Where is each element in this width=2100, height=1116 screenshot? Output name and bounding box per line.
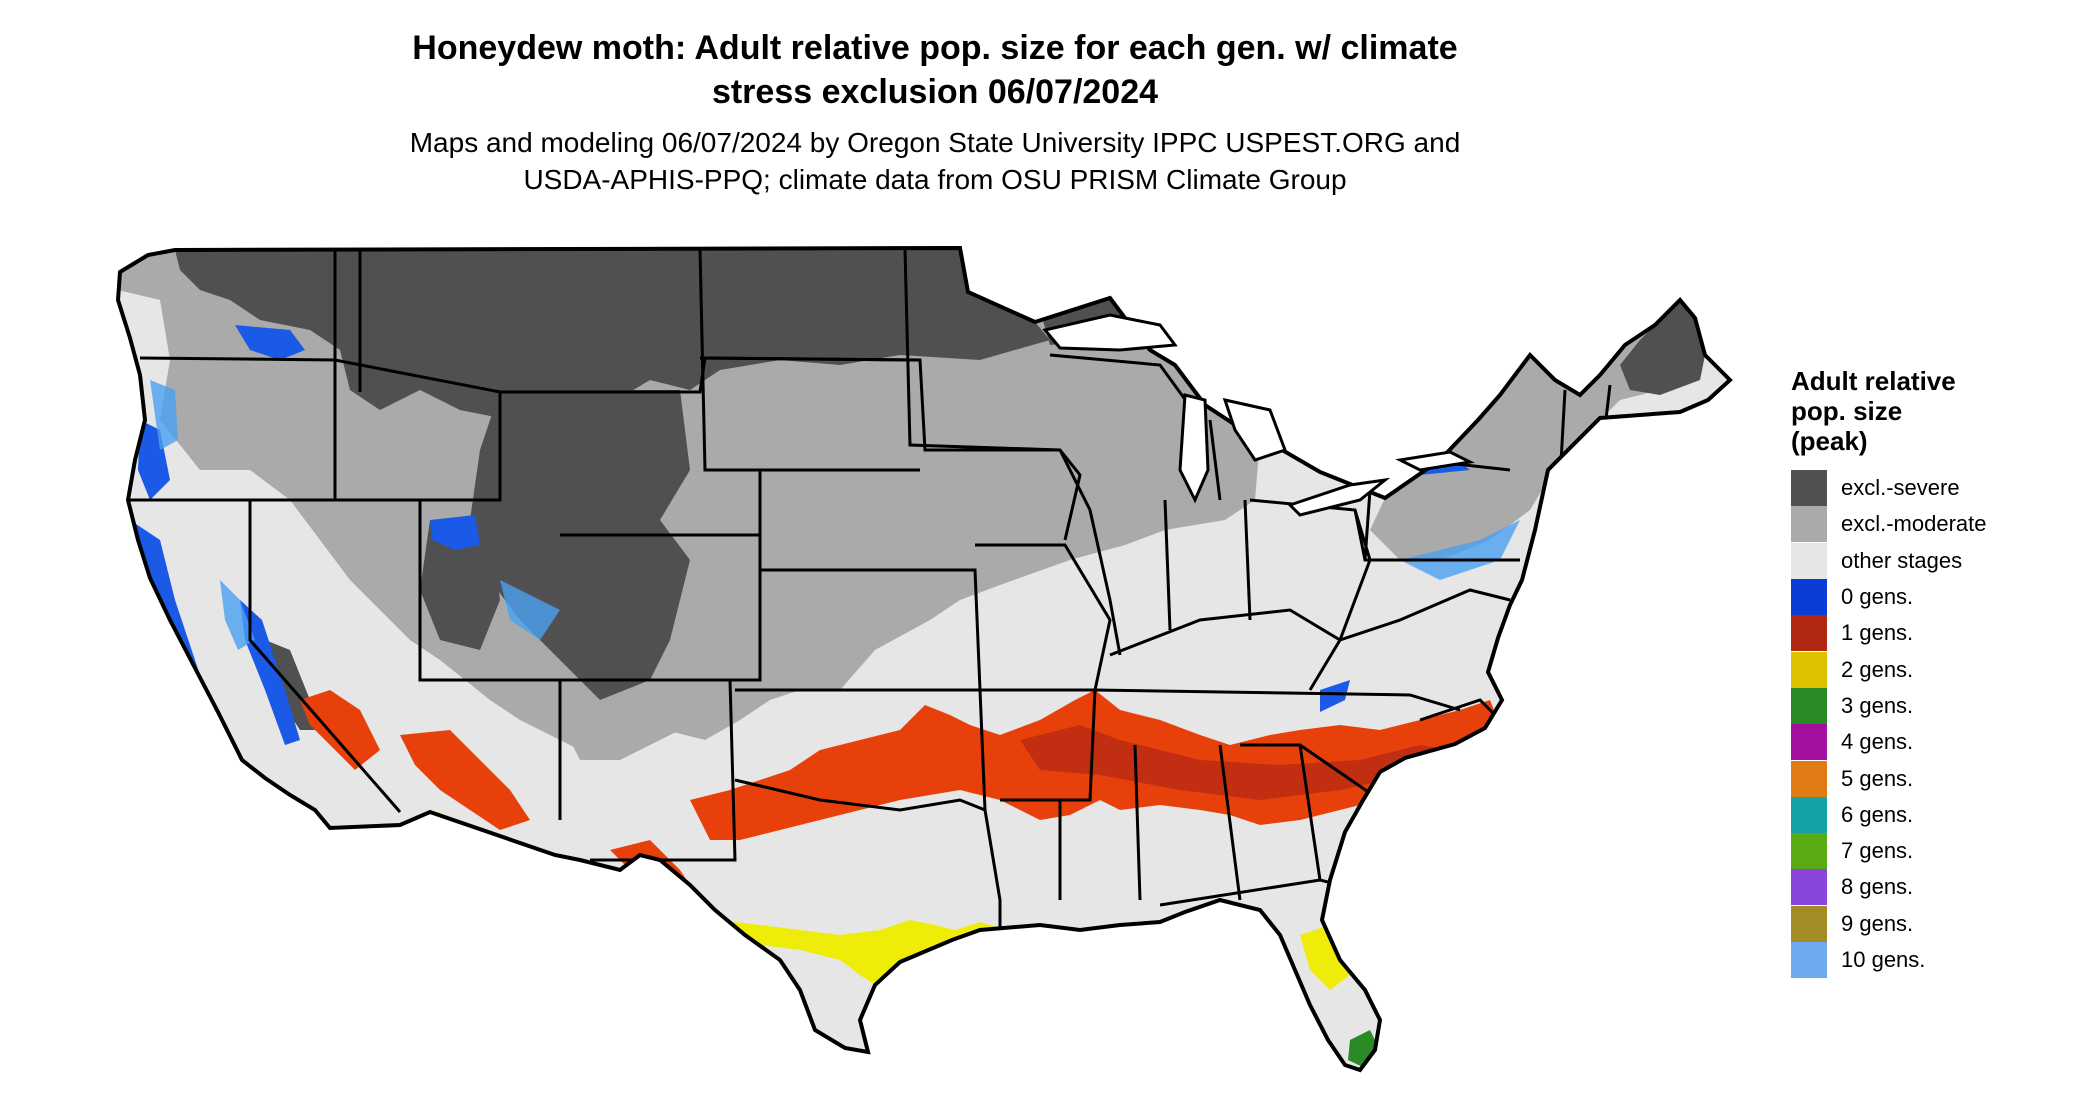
legend-label: 7 gens.: [1841, 838, 1914, 864]
legend-swatch: [1791, 724, 1827, 761]
zero-gens-light-pa: [1400, 520, 1520, 580]
severe-exclusion-maine: [1620, 300, 1705, 395]
title-line-2: stress exclusion 06/07/2024: [711, 73, 1159, 111]
legend-item: 5 gens.: [1791, 760, 2081, 797]
legend-swatch: [1791, 942, 1827, 978]
map-legend: Adult relative pop. size (peak) excl.-se…: [1791, 366, 2081, 978]
border-tn: [1094, 688, 1461, 712]
legend-label: 5 gens.: [1841, 765, 1914, 791]
zero-gens-washington: [235, 325, 305, 360]
legend-swatch: [1791, 506, 1827, 543]
zero-gens-sierra: [240, 600, 300, 745]
legend-swatch: [1791, 615, 1827, 652]
lake-huron: [1222, 397, 1287, 462]
zero-gens-light-west: [220, 580, 255, 650]
legend-item: 8 gens.: [1791, 869, 2081, 906]
legend-label: 0 gens.: [1841, 584, 1914, 610]
border-sd-ne: [699, 356, 921, 535]
legend-swatch: [1791, 796, 1827, 833]
legend-item: 0 gens.: [1791, 579, 2081, 616]
legend-label: 2 gens.: [1841, 656, 1914, 682]
legend-title-line-3: (peak): [1791, 426, 1868, 456]
severe-exclusion-utah: [420, 520, 500, 650]
legend-label: 3 gens.: [1841, 692, 1914, 718]
one-gen-southeast-dark: [1020, 725, 1450, 800]
legend-item: 9 gens.: [1791, 905, 2081, 942]
legend-item: excl.-moderate: [1791, 506, 2081, 543]
legend-items: excl.-severe excl.-moderate other stages 0 …: [1791, 470, 2081, 978]
border-ky: [1109, 608, 1343, 691]
legend-item: excl.-severe: [1791, 470, 2081, 507]
legend-swatch: [1791, 687, 1827, 724]
legend-swatch: [1791, 579, 1827, 616]
lake-erie: [1287, 477, 1391, 517]
legend-label: 6 gens.: [1841, 801, 1914, 827]
legend-title-line-2: pop. size: [1791, 396, 1903, 426]
border-ut-az: [418, 500, 562, 820]
subtitle-line-2: USDA-APHIS-PPQ; climate data from OSU PR…: [523, 164, 1347, 195]
legend-swatch: [1791, 833, 1827, 870]
great-lakes: [1042, 313, 1475, 517]
legend-label: 8 gens.: [1841, 874, 1914, 900]
border-nv: [248, 500, 402, 813]
legend-swatch: [1791, 470, 1827, 507]
legend-swatch: [1791, 905, 1827, 942]
legend-label: 4 gens.: [1841, 729, 1914, 755]
legend-title-line-1: Adult relative: [1791, 366, 1956, 396]
zero-gens-light-oregon: [150, 380, 178, 450]
legend-item: 7 gens.: [1791, 833, 2081, 870]
one-gen-california-patch: [300, 690, 380, 770]
zero-gens-utah: [430, 515, 480, 550]
legend-item: 3 gens.: [1791, 687, 2081, 724]
border-tx-la: [983, 809, 1002, 930]
legend-item: 6 gens.: [1791, 796, 2081, 833]
zero-gens-light-patches: [150, 380, 1520, 650]
subtitle-line-1: Maps and modeling 06/07/2024 by Oregon S…: [409, 127, 1461, 158]
severe-exclusion-north: [175, 248, 1050, 420]
legend-title: Adult relative pop. size (peak): [1791, 366, 2081, 456]
legend-label: excl.-moderate: [1841, 511, 1987, 537]
zero-gens-light-nevada: [500, 580, 560, 640]
zero-gens-appalachia: [1320, 680, 1350, 712]
two-gens-gulf-coast: [690, 920, 1000, 985]
legend-label: excl.-severe: [1841, 475, 1960, 501]
legend-label: 9 gens.: [1841, 910, 1914, 936]
border-ms-al: [1058, 744, 1242, 901]
legend-item: 10 gens.: [1791, 942, 2081, 978]
border-id: [333, 250, 502, 502]
map-title: Honeydew moth: Adult relative pop. size …: [240, 26, 1630, 114]
map-subtitle: Maps and modeling 06/07/2024 by Oregon S…: [240, 124, 1630, 198]
legend-item: other stages: [1791, 542, 2081, 579]
west-coast-other-region: [118, 290, 330, 760]
one-gen-arizona-patch: [400, 730, 530, 830]
legend-item: 4 gens.: [1791, 724, 2081, 761]
zero-gens-new-england: [1540, 480, 1640, 530]
title-line-1: Honeydew moth: Adult relative pop. size …: [412, 29, 1458, 67]
legend-label: other stages: [1841, 547, 1963, 573]
lake-ontario: [1395, 450, 1475, 472]
legend-swatch: [1791, 869, 1827, 906]
legend-swatch: [1791, 760, 1827, 797]
legend-swatch: [1791, 542, 1827, 579]
lake-michigan: [1178, 393, 1210, 504]
lake-superior: [1042, 313, 1178, 352]
map-fill-layers: [118, 248, 1705, 1068]
legend-label: 10 gens.: [1841, 947, 1926, 972]
border-co: [560, 533, 762, 682]
border-il-in: [1058, 449, 1252, 656]
legend-swatch: [1791, 651, 1827, 688]
legend-item: 1 gens.: [1791, 615, 2081, 652]
border-ga-sc: [1240, 743, 1381, 881]
legend-item: 2 gens.: [1791, 651, 2081, 688]
border-ar: [985, 688, 1097, 802]
border-ks: [760, 568, 982, 691]
legend-label: 1 gens.: [1841, 620, 1914, 646]
